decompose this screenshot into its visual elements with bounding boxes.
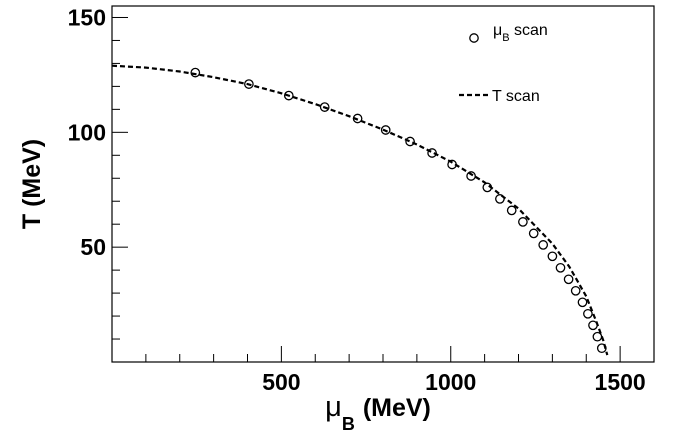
legend-mub-marker: [469, 33, 479, 43]
mub-scan-point: [447, 159, 457, 170]
legend-mub-mu: μ: [493, 22, 502, 39]
mub-scan-point: [583, 308, 593, 319]
mub-scan-point: [506, 205, 517, 216]
legend-mub-sub: B: [502, 32, 509, 44]
mub-scan-point: [352, 113, 363, 124]
legend-mub-rest: scan: [510, 22, 548, 39]
mub-scan-point: [528, 228, 539, 239]
mub-scan-point: [555, 262, 566, 273]
mub-scan-series: [190, 67, 607, 354]
mub-scan-point: [190, 67, 201, 78]
mub-scan-point: [596, 343, 607, 354]
t-scan-series: [111, 64, 609, 356]
mub-scan-point: [538, 240, 549, 250]
mub-scan-point: [577, 297, 588, 308]
mub-scan-point: [570, 285, 581, 296]
tick-labels: 500 1000 1500 50 100 150: [68, 4, 646, 395]
plot-frame: [111, 5, 655, 363]
mub-scan-point: [563, 274, 574, 285]
x-axis-title-sub: B: [342, 414, 355, 434]
y-axis-title: T (MeV): [18, 139, 46, 229]
mub-scan-point: [380, 125, 391, 135]
x-axis-title: μB (MeV): [325, 391, 431, 434]
x-axis-title-main: μ: [325, 391, 342, 423]
mub-scan-point: [244, 79, 254, 89]
mub-scan-point: [495, 194, 505, 204]
mub-scan-point: [482, 182, 493, 193]
mub-scan-point: [405, 136, 415, 147]
mub-scan-point: [588, 320, 598, 331]
x-tick-label: 1500: [595, 369, 646, 395]
mub-scan-point: [319, 102, 330, 112]
axis-ticks: [112, 16, 621, 362]
legend-tscan-label: T scan: [492, 88, 540, 105]
y-tick-label: 50: [80, 234, 106, 260]
mub-scan-point: [427, 148, 437, 158]
mub-scan-point: [518, 217, 528, 227]
mub-scan-point: [592, 331, 603, 342]
x-axis-title-unit: (MeV): [363, 394, 431, 422]
legend-mub-label: μB scan: [493, 22, 548, 44]
y-tick-label: 150: [68, 4, 106, 30]
mub-scan-point: [547, 251, 558, 262]
legend: μB scan T scan: [459, 22, 548, 105]
x-tick-label: 500: [262, 369, 300, 395]
y-tick-label: 100: [68, 119, 106, 145]
x-tick-label: 1000: [425, 369, 476, 395]
mub-scan-point: [466, 171, 476, 181]
t-scan-line: [111, 64, 609, 356]
mub-scan-point: [283, 90, 294, 101]
